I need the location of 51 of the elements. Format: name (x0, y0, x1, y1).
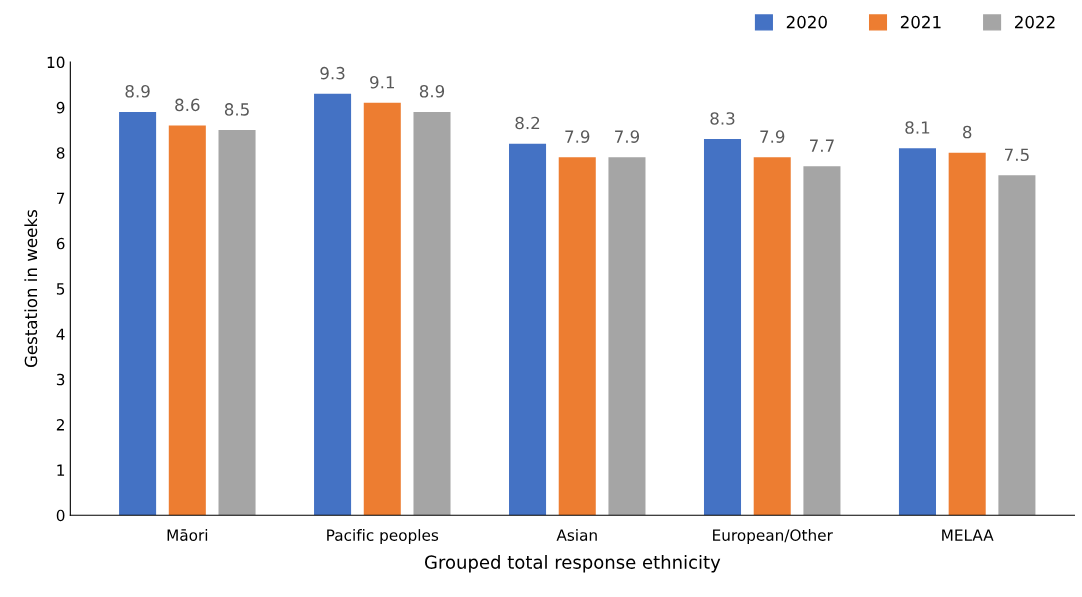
bar (363, 102, 401, 516)
bar (218, 130, 256, 516)
bar (608, 157, 646, 516)
x-tick-label: Asian (556, 529, 597, 541)
bar (558, 157, 596, 516)
data-label: 8.3 (710, 112, 735, 125)
data-label: 7.9 (615, 130, 640, 143)
x-tick-label: European/Other (713, 529, 833, 544)
data-label: 9.1 (370, 75, 394, 89)
bar (753, 157, 791, 516)
legend-label: 2022 (1014, 15, 1055, 29)
bar (703, 139, 742, 516)
bar (998, 175, 1036, 516)
data-label: 7.9 (565, 130, 590, 143)
data-label: 8.5 (224, 103, 249, 116)
data-label: 8.9 (419, 84, 445, 98)
y-tick-label: 7 (57, 192, 65, 204)
x-axis-title: Grouped total response ethnicity (424, 555, 721, 573)
legend-label: 2020 (786, 15, 827, 29)
data-label: 7.7 (810, 139, 834, 152)
y-axis-title: Gestation in weeks (24, 210, 38, 368)
bar (168, 125, 206, 516)
bar (413, 111, 451, 516)
y-tick-label: 4 (56, 328, 65, 340)
data-label: 9.3 (320, 66, 345, 80)
bar (119, 111, 157, 516)
x-tick-label: Pacific peoples (327, 529, 439, 544)
data-label: 8.6 (175, 98, 200, 112)
y-tick-label: 5 (56, 283, 65, 295)
bar (314, 93, 352, 516)
data-label: 8.9 (125, 84, 150, 98)
y-tick-label: 0 (56, 509, 65, 522)
bar (948, 152, 986, 516)
y-tick-label: 6 (56, 237, 65, 250)
data-label: 7.9 (760, 130, 785, 143)
data-label: 8.1 (905, 121, 930, 134)
bar (803, 166, 841, 516)
y-tick-label: 10 (47, 56, 65, 69)
y-tick-label: 1 (57, 464, 65, 476)
y-tick-label: 2 (56, 419, 64, 431)
y-tick-label: 9 (56, 101, 65, 114)
data-label: 7.5 (1005, 148, 1029, 162)
x-tick-label: Māori (167, 529, 208, 541)
data-label: 8 (963, 125, 972, 139)
bar (898, 148, 936, 516)
x-tick-label: MELAA (942, 529, 994, 541)
y-tick-label: 3 (56, 373, 65, 386)
legend-label: 2021 (900, 15, 941, 29)
y-tick-label: 8 (56, 147, 65, 159)
bar (509, 143, 547, 516)
data-label: 8.2 (515, 116, 540, 130)
